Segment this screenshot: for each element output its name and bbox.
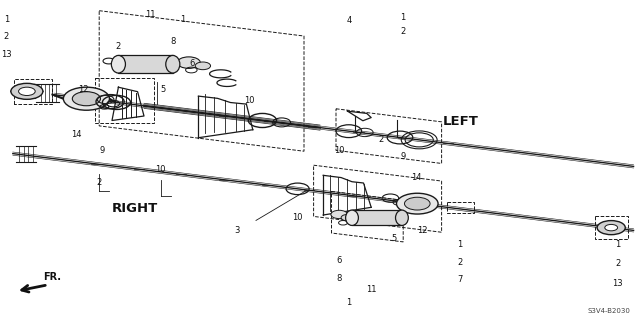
Text: FR.: FR.	[44, 272, 61, 282]
Text: 1: 1	[401, 13, 406, 22]
Text: 2: 2	[615, 260, 620, 268]
Text: 1: 1	[457, 240, 462, 249]
Circle shape	[341, 214, 354, 221]
Text: 7: 7	[116, 60, 121, 68]
Text: 2: 2	[4, 32, 9, 41]
Ellipse shape	[346, 210, 358, 226]
Circle shape	[177, 57, 200, 68]
Ellipse shape	[111, 55, 125, 73]
Text: 13: 13	[612, 279, 623, 288]
Text: 10: 10	[292, 213, 303, 222]
Text: 5: 5	[161, 85, 166, 94]
Bar	[118, 55, 173, 73]
Circle shape	[19, 87, 35, 95]
Text: 2: 2	[97, 178, 102, 187]
Circle shape	[72, 92, 100, 106]
Text: 2: 2	[401, 28, 406, 36]
Text: 14: 14	[72, 130, 82, 139]
Text: 2: 2	[457, 258, 462, 267]
Text: 8: 8	[170, 37, 175, 46]
Text: 9: 9	[401, 152, 406, 161]
Text: LEFT: LEFT	[443, 115, 479, 128]
Text: 4: 4	[346, 16, 351, 25]
Text: 7: 7	[457, 276, 462, 284]
Text: 3: 3	[234, 226, 239, 235]
Text: 2: 2	[116, 42, 121, 51]
Circle shape	[605, 224, 618, 231]
Text: 6: 6	[337, 256, 342, 265]
Circle shape	[597, 220, 625, 235]
Text: 11: 11	[145, 10, 156, 19]
Text: 9: 9	[100, 146, 105, 155]
Text: 1: 1	[615, 240, 620, 249]
Text: 11: 11	[366, 285, 376, 294]
Text: 10: 10	[334, 146, 344, 155]
Bar	[352, 210, 402, 226]
Text: S3V4-B2030: S3V4-B2030	[588, 308, 630, 314]
Text: RIGHT: RIGHT	[111, 202, 157, 214]
Text: 1: 1	[346, 298, 351, 307]
Circle shape	[404, 197, 430, 210]
Text: 13: 13	[1, 50, 12, 59]
Ellipse shape	[396, 210, 408, 226]
Text: 8: 8	[337, 274, 342, 283]
Text: 1: 1	[180, 15, 185, 24]
Circle shape	[11, 83, 43, 99]
Text: 12: 12	[417, 226, 428, 235]
Text: 10: 10	[244, 96, 255, 105]
Ellipse shape	[63, 87, 109, 110]
Text: 10: 10	[155, 165, 165, 174]
Text: 2: 2	[378, 135, 383, 144]
Text: 5: 5	[391, 234, 396, 243]
Ellipse shape	[397, 193, 438, 214]
Text: 6: 6	[189, 60, 195, 68]
Text: 12: 12	[78, 85, 88, 94]
Circle shape	[331, 210, 348, 219]
Text: 14: 14	[411, 173, 421, 182]
Circle shape	[195, 62, 211, 70]
Text: 1: 1	[4, 15, 9, 24]
Ellipse shape	[166, 55, 180, 73]
